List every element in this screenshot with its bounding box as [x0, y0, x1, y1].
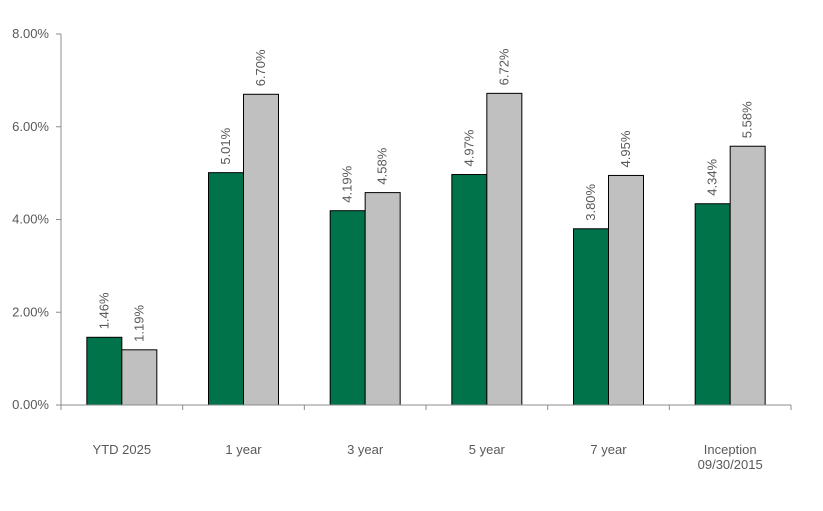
bar [486, 92, 523, 406]
data-label: 4.19% [340, 165, 355, 202]
data-label: 3.80% [583, 183, 598, 220]
x-category-label-line: 3 year [347, 442, 384, 457]
data-label: 4.97% [461, 129, 476, 166]
bar [608, 174, 644, 406]
x-category-label: 1 year [225, 442, 262, 457]
y-tick-label: 0.00% [12, 397, 49, 412]
bar-group [208, 93, 279, 406]
x-category-label: YTD 2025 [93, 442, 152, 457]
bar-group [86, 336, 158, 406]
x-category-label: Inception 09/30/2015 [698, 442, 763, 472]
y-tick-label: 2.00% [12, 304, 49, 319]
data-label: 1.46% [96, 292, 111, 329]
bar [451, 174, 488, 406]
bar-group [694, 145, 766, 406]
y-tick-label: 8.00% [12, 26, 49, 41]
bar [121, 349, 158, 406]
data-label: 4.95% [618, 130, 633, 167]
bar-group [573, 174, 644, 406]
data-label: 6.70% [253, 49, 268, 86]
axes-layer [56, 33, 792, 410]
bar-group [451, 92, 523, 406]
bar [86, 336, 123, 406]
x-category-label-line: 5 year [469, 442, 506, 457]
bar [329, 210, 366, 406]
bar [729, 145, 766, 406]
x-category-label-line: 09/30/2015 [698, 457, 763, 472]
bar [573, 228, 609, 406]
bar [243, 93, 279, 406]
bar [364, 192, 401, 406]
y-tick-label: 6.00% [12, 119, 49, 134]
x-category-label: 7 year [590, 442, 627, 457]
x-category-label-line: YTD 2025 [93, 442, 152, 457]
x-category-label-line: Inception [704, 442, 757, 457]
bars-layer [86, 92, 766, 406]
data-label: 6.72% [496, 48, 511, 85]
data-label: 5.01% [218, 127, 233, 164]
data-label: 5.58% [740, 101, 755, 138]
x-category-label-line: 7 year [590, 442, 627, 457]
bar [694, 203, 731, 406]
y-tick-label: 4.00% [12, 212, 49, 227]
data-label: 1.19% [131, 305, 146, 342]
bar-group [329, 192, 401, 406]
bar [208, 172, 244, 406]
data-label: 4.34% [705, 158, 720, 195]
data-label: 4.58% [375, 147, 390, 184]
labels-layer: 0.00% 2.00% 4.00% 6.00% 8.00% 1.46% 1.19% YTD 2… [12, 26, 763, 472]
x-category-label: 3 year [347, 442, 384, 457]
x-category-label-line: 1 year [225, 442, 262, 457]
x-category-label: 5 year [469, 442, 506, 457]
